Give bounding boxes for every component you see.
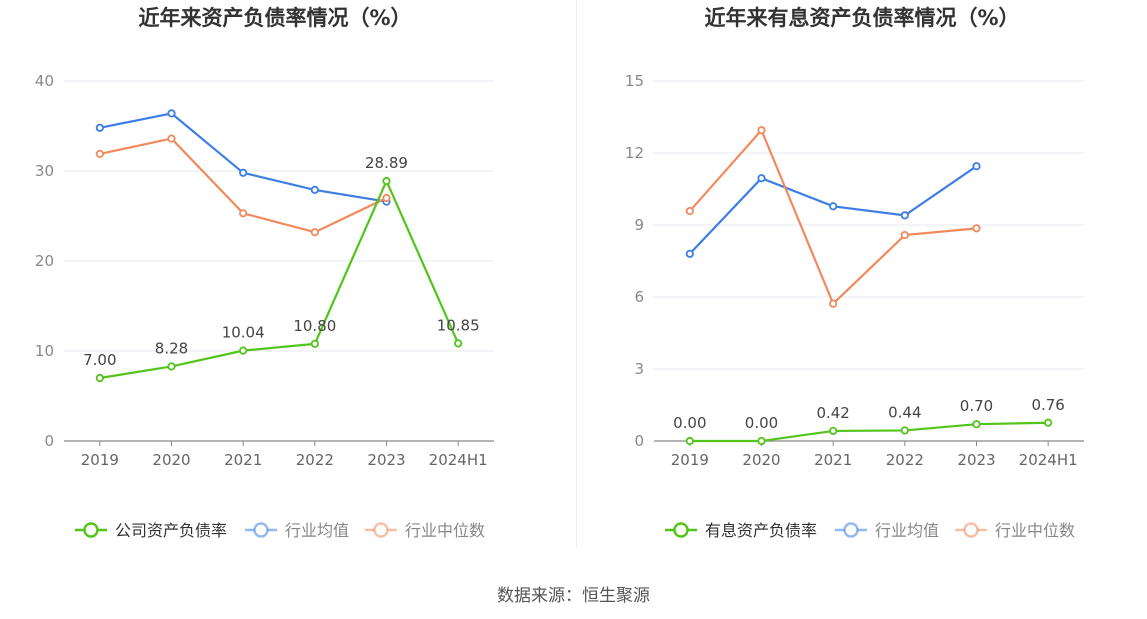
legend-marker xyxy=(843,522,859,538)
chart-title: 近年来有息资产负债率情况（%） xyxy=(704,6,1019,30)
legend-label: 行业均值 xyxy=(875,521,939,540)
data-point xyxy=(95,149,104,158)
y-tick-label: 20 xyxy=(35,252,54,270)
data-label: 0.44 xyxy=(888,403,921,421)
data-label: 8.28 xyxy=(155,339,188,357)
data-point xyxy=(972,162,981,171)
legend-label: 行业均值 xyxy=(285,521,349,540)
data-point xyxy=(239,209,248,218)
data-point xyxy=(310,185,319,194)
data-label: 7.00 xyxy=(83,351,116,369)
legend-marker xyxy=(83,522,99,538)
data-point xyxy=(757,174,766,183)
data-point xyxy=(685,206,694,216)
x-tick-label: 2020 xyxy=(742,451,780,469)
data-label: 0.76 xyxy=(1031,396,1064,414)
data-label: 0.70 xyxy=(960,397,993,415)
data-point xyxy=(382,176,391,186)
data-label: 10.80 xyxy=(293,317,336,335)
x-tick-label: 2023 xyxy=(367,451,405,469)
data-source-note: 数据来源：恒生聚源 xyxy=(497,586,650,606)
data-point xyxy=(900,211,909,220)
legend-marker xyxy=(673,522,689,538)
data-point xyxy=(757,436,766,446)
chart-title: 近年来资产负债率情况（%） xyxy=(138,6,411,30)
data-point xyxy=(829,202,838,211)
data-point xyxy=(972,420,981,429)
data-point xyxy=(239,346,248,355)
y-tick-label: 40 xyxy=(35,72,54,90)
data-point xyxy=(167,362,176,371)
legend-marker xyxy=(963,522,979,538)
x-tick-label: 2022 xyxy=(296,451,334,469)
series-line xyxy=(99,137,387,234)
panel-divider xyxy=(576,0,577,548)
series-line xyxy=(99,178,460,380)
data-point xyxy=(829,299,838,308)
data-point xyxy=(972,224,981,233)
y-tick-label: 12 xyxy=(625,144,644,162)
data-point xyxy=(239,168,248,177)
legend-marker xyxy=(253,522,269,538)
data-point xyxy=(685,436,694,446)
data-point xyxy=(757,126,766,135)
legend-label: 行业中位数 xyxy=(995,521,1075,540)
data-label: 0.42 xyxy=(816,404,849,422)
data-point xyxy=(382,193,391,203)
data-label: 10.85 xyxy=(437,316,480,334)
data-point xyxy=(310,228,319,237)
x-tick-label: 2019 xyxy=(671,451,709,469)
data-point xyxy=(829,426,838,436)
y-tick-label: 0 xyxy=(634,432,644,450)
legend-label: 公司资产负债率 xyxy=(115,521,227,540)
data-point xyxy=(167,134,176,143)
x-tick-label: 2019 xyxy=(81,451,119,469)
data-point xyxy=(685,249,694,258)
data-label: 10.04 xyxy=(222,324,265,342)
y-tick-label: 6 xyxy=(634,288,644,306)
x-tick-label: 2024H1 xyxy=(1019,451,1078,469)
series-line xyxy=(99,112,387,203)
x-tick-label: 2021 xyxy=(814,451,852,469)
y-tick-label: 10 xyxy=(35,342,54,360)
data-label: 28.89 xyxy=(365,154,408,172)
x-tick-label: 2023 xyxy=(957,451,995,469)
x-tick-label: 2022 xyxy=(886,451,924,469)
legend-label: 行业中位数 xyxy=(405,521,485,540)
y-tick-label: 3 xyxy=(634,360,644,378)
data-point xyxy=(95,123,104,132)
series-line xyxy=(689,421,1049,443)
data-point xyxy=(167,109,176,118)
y-tick-label: 15 xyxy=(625,72,644,90)
x-tick-label: 2020 xyxy=(152,451,190,469)
y-tick-label: 0 xyxy=(44,432,54,450)
y-tick-label: 30 xyxy=(35,162,54,180)
data-point xyxy=(454,339,463,348)
legend-label: 有息资产负债率 xyxy=(705,521,817,540)
data-label: 0.00 xyxy=(673,414,706,432)
x-tick-label: 2024H1 xyxy=(429,451,488,469)
y-tick-label: 9 xyxy=(634,216,644,234)
series-line xyxy=(689,128,977,306)
data-point xyxy=(310,339,319,348)
data-point xyxy=(900,426,909,435)
data-point xyxy=(95,373,104,383)
data-point xyxy=(1044,418,1053,427)
data-point xyxy=(900,230,909,240)
legend-marker xyxy=(373,522,389,538)
data-label: 0.00 xyxy=(745,414,778,432)
x-tick-label: 2021 xyxy=(224,451,262,469)
